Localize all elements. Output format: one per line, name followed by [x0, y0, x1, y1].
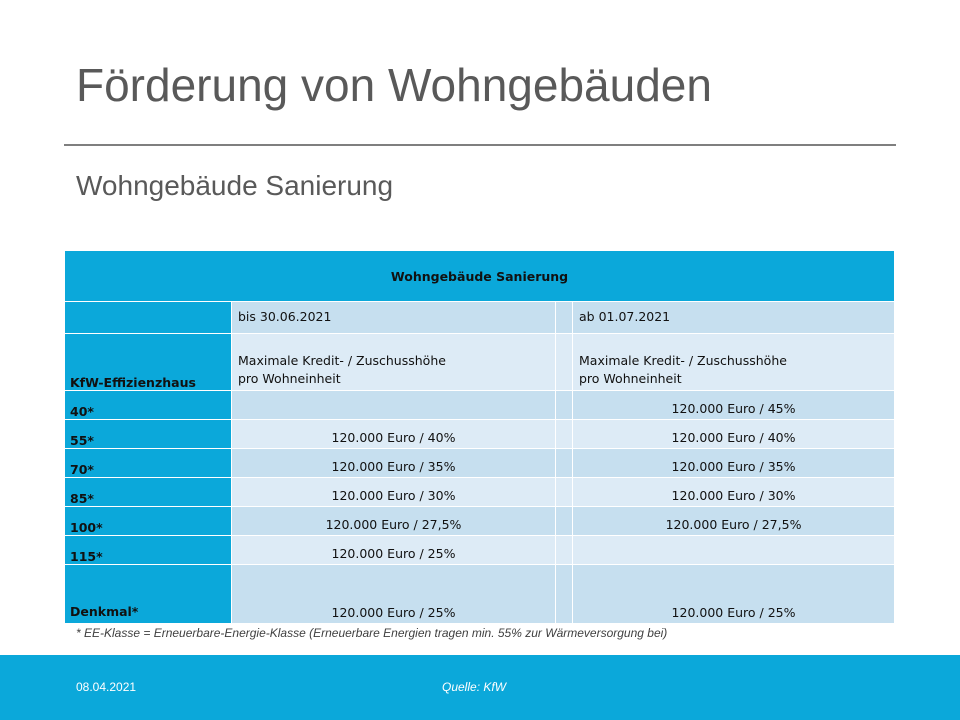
- row-label: Denkmal*: [64, 564, 232, 624]
- value-before: 120.000 Euro / 35%: [231, 448, 556, 478]
- footer-bar: 08.04.2021 Quelle: KfW: [0, 655, 960, 720]
- footnote: * EE-Klasse = Erneuerbare-Energie-Klasse…: [76, 626, 668, 640]
- table-row: Denkmal* 120.000 Euro / 25% 120.000 Euro…: [64, 564, 896, 624]
- table-row: 40* 120.000 Euro / 45%: [64, 390, 896, 420]
- value-before: 120.000 Euro / 40%: [231, 419, 556, 449]
- description-line1: Maximale Kredit- / Zuschusshöhe: [579, 353, 787, 368]
- table-row: 85* 120.000 Euro / 30% 120.000 Euro / 30…: [64, 477, 896, 507]
- slide-title: Förderung von Wohngebäuden: [76, 59, 712, 111]
- title-divider: [64, 144, 896, 146]
- spacer-cell: [555, 301, 573, 334]
- spacer-cell: [555, 477, 573, 507]
- value-before: 120.000 Euro / 25%: [231, 535, 556, 565]
- label-column-header: KfW-Effizienzhaus: [64, 333, 232, 391]
- spacer-cell: [555, 333, 573, 391]
- table-row: 115* 120.000 Euro / 25%: [64, 535, 896, 565]
- description-line2: pro Wohneinheit: [579, 371, 682, 386]
- row-label: 40*: [64, 390, 232, 420]
- spacer-cell: [555, 448, 573, 478]
- row-label: 115*: [64, 535, 232, 565]
- value-after: 120.000 Euro / 30%: [571, 477, 896, 507]
- spacer-cell: [555, 535, 573, 565]
- footer-source: Quelle: KfW: [442, 680, 507, 694]
- period-after-header: ab 01.07.2021: [571, 301, 896, 334]
- value-after: 120.000 Euro / 40%: [571, 419, 896, 449]
- row-label: 85*: [64, 477, 232, 507]
- description-line1: Maximale Kredit- / Zuschusshöhe: [238, 353, 446, 368]
- description-before: Maximale Kredit- / Zuschusshöhe pro Wohn…: [231, 333, 556, 391]
- spacer-cell: [555, 506, 573, 536]
- value-before: 120.000 Euro / 27,5%: [231, 506, 556, 536]
- value-after: 120.000 Euro / 25%: [571, 564, 896, 624]
- spacer-cell: [555, 390, 573, 420]
- table-row: 70* 120.000 Euro / 35% 120.000 Euro / 35…: [64, 448, 896, 478]
- value-before: 120.000 Euro / 30%: [231, 477, 556, 507]
- period-before-header: bis 30.06.2021: [231, 301, 556, 334]
- table-header: Wohngebäude Sanierung: [63, 250, 896, 302]
- spacer-cell: [555, 419, 573, 449]
- row-label: 70*: [64, 448, 232, 478]
- value-after: 120.000 Euro / 45%: [571, 390, 896, 420]
- slide-subtitle: Wohngebäude Sanierung: [76, 170, 394, 201]
- value-after: [571, 535, 896, 565]
- footer-date: 08.04.2021: [76, 680, 137, 694]
- value-before: [231, 390, 556, 420]
- row-label: 100*: [64, 506, 232, 536]
- spacer-cell: [555, 564, 573, 624]
- description-after: Maximale Kredit- / Zuschusshöhe pro Wohn…: [571, 333, 896, 391]
- value-before: 120.000 Euro / 25%: [231, 564, 556, 624]
- empty-label-cell: [64, 301, 232, 334]
- table-row: 100* 120.000 Euro / 27,5% 120.000 Euro /…: [64, 506, 896, 536]
- table-row: 55* 120.000 Euro / 40% 120.000 Euro / 40…: [64, 419, 896, 449]
- funding-table: Wohngebäude Sanierung bis 30.06.2021 ab …: [63, 250, 896, 624]
- value-after: 120.000 Euro / 35%: [571, 448, 896, 478]
- row-label: 55*: [64, 419, 232, 449]
- description-line2: pro Wohneinheit: [238, 371, 341, 386]
- value-after: 120.000 Euro / 27,5%: [571, 506, 896, 536]
